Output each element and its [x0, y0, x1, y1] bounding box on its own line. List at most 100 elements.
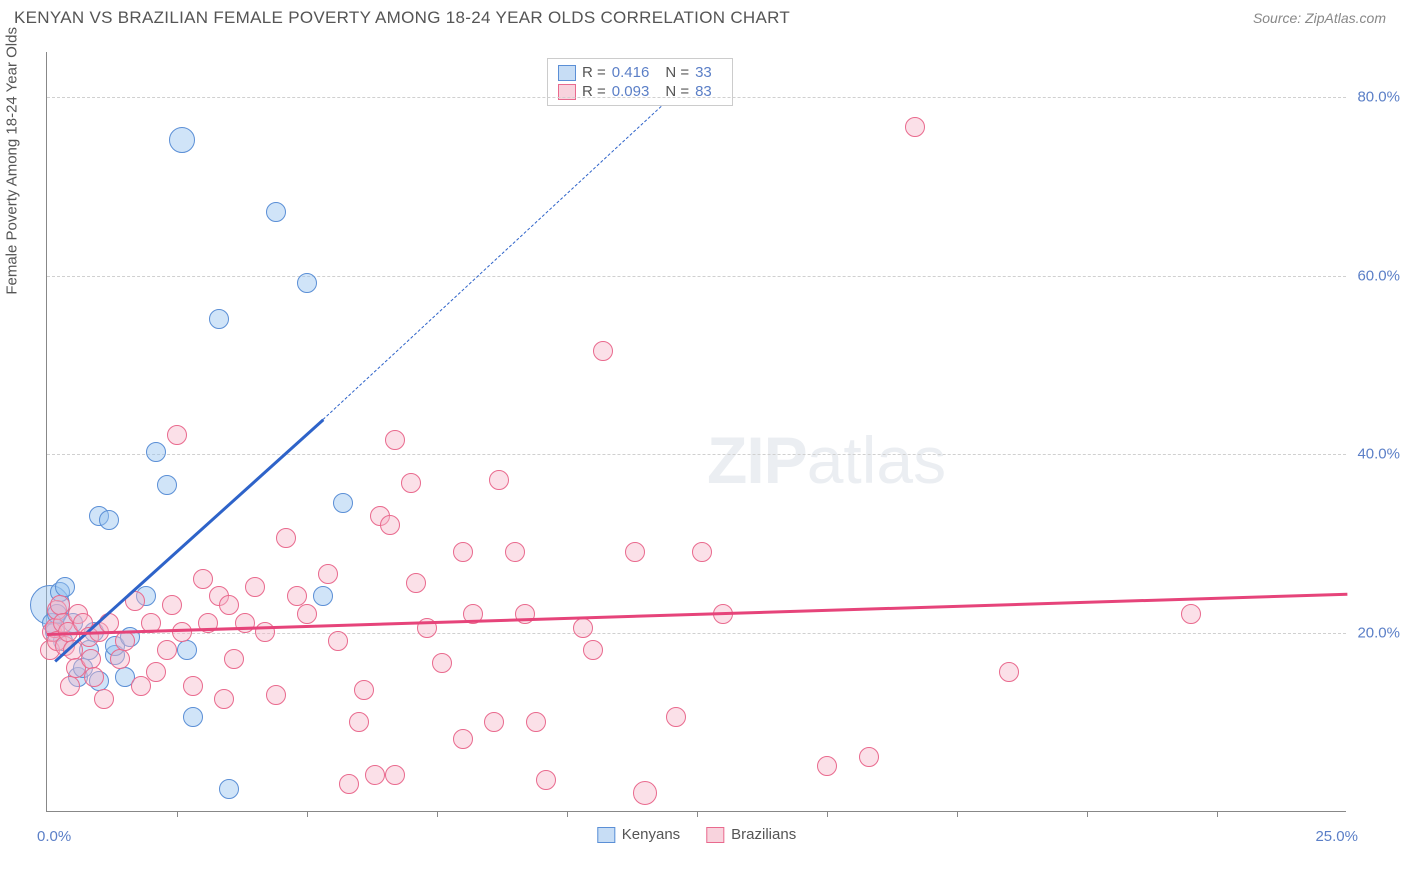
data-point [183, 676, 203, 696]
data-point [193, 569, 213, 589]
data-point [266, 202, 286, 222]
data-point [157, 640, 177, 660]
data-point [999, 662, 1019, 682]
data-point [380, 515, 400, 535]
data-point [365, 765, 385, 785]
series-legend-item: Kenyans [597, 826, 680, 843]
x-tick-mark [567, 811, 568, 817]
x-tick-mark [307, 811, 308, 817]
data-point [318, 564, 338, 584]
data-point [905, 117, 925, 137]
legend-swatch [706, 827, 724, 843]
n-value: 33 [695, 64, 712, 81]
grid-line [47, 276, 1346, 277]
data-point [1181, 604, 1201, 624]
data-point [81, 649, 101, 669]
data-point [235, 613, 255, 633]
grid-line [47, 454, 1346, 455]
data-point [313, 586, 333, 606]
data-point [666, 707, 686, 727]
watermark-bold: ZIP [707, 423, 807, 497]
data-point [625, 542, 645, 562]
data-point [432, 653, 452, 673]
chart-title: KENYAN VS BRAZILIAN FEMALE POVERTY AMONG… [14, 8, 790, 28]
data-point [536, 770, 556, 790]
data-point [94, 689, 114, 709]
data-point [333, 493, 353, 513]
data-point [157, 475, 177, 495]
data-point [177, 640, 197, 660]
data-point [146, 662, 166, 682]
data-point [146, 442, 166, 462]
data-point [817, 756, 837, 776]
data-point [859, 747, 879, 767]
data-point [328, 631, 348, 651]
x-tick-mark [697, 811, 698, 817]
data-point [593, 341, 613, 361]
y-axis-title: Female Poverty Among 18-24 Year Olds [4, 27, 21, 295]
legend-stats-box: R = 0.416 N = 33R =0.093N =83 [547, 58, 733, 106]
legend-stats-row: R =0.093N =83 [558, 82, 722, 101]
data-point [297, 604, 317, 624]
data-point [172, 622, 192, 642]
data-point [453, 542, 473, 562]
data-point [526, 712, 546, 732]
data-point [489, 470, 509, 490]
data-point [339, 774, 359, 794]
data-point [50, 595, 70, 615]
data-point [219, 779, 239, 799]
data-point [573, 618, 593, 638]
data-point [219, 595, 239, 615]
scatter-plot-area: ZIPatlas R =0.416N =33R =0.093N =83 Keny… [46, 52, 1346, 812]
data-point [453, 729, 473, 749]
grid-line [47, 97, 1346, 98]
data-point [169, 127, 195, 153]
data-point [214, 689, 234, 709]
data-point [297, 273, 317, 293]
data-point [84, 667, 104, 687]
x-tick-mark [1087, 811, 1088, 817]
legend-swatch [558, 65, 576, 81]
data-point [354, 680, 374, 700]
data-point [583, 640, 603, 660]
data-point [183, 707, 203, 727]
y-tick-label: 20.0% [1357, 625, 1400, 642]
data-point [224, 649, 244, 669]
data-point [276, 528, 296, 548]
data-point [110, 649, 130, 669]
y-tick-label: 80.0% [1357, 88, 1400, 105]
data-point [209, 309, 229, 329]
x-tick-mark [1217, 811, 1218, 817]
x-tick-mark [177, 811, 178, 817]
series-legend-label: Kenyans [622, 826, 680, 843]
grid-line [47, 633, 1346, 634]
r-label: R = [582, 64, 606, 81]
data-point [385, 765, 405, 785]
data-point [515, 604, 535, 624]
n-label: N = [665, 64, 689, 81]
data-point [60, 676, 80, 696]
series-legend: Kenyans Brazilians [597, 826, 796, 843]
x-tick-mark [827, 811, 828, 817]
data-point [633, 781, 657, 805]
data-point [167, 425, 187, 445]
y-tick-label: 60.0% [1357, 267, 1400, 284]
x-axis-max-label: 25.0% [1315, 828, 1358, 845]
data-point [115, 631, 135, 651]
trend-line-extrapolated [322, 106, 661, 420]
legend-stats-row: R = 0.416 N = 33 [558, 63, 722, 82]
data-point [484, 712, 504, 732]
data-point [505, 542, 525, 562]
legend-swatch [597, 827, 615, 843]
data-point [162, 595, 182, 615]
series-legend-label: Brazilians [731, 826, 796, 843]
data-point [245, 577, 265, 597]
watermark-rest: atlas [807, 423, 946, 497]
x-axis-min-label: 0.0% [37, 828, 71, 845]
chart-source: Source: ZipAtlas.com [1253, 10, 1386, 26]
data-point [385, 430, 405, 450]
data-point [692, 542, 712, 562]
data-point [266, 685, 286, 705]
x-tick-mark [437, 811, 438, 817]
r-value: 0.416 [612, 64, 650, 81]
